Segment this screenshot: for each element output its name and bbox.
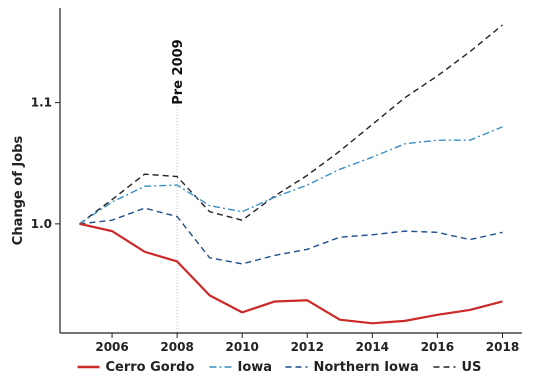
legend-label: Iowa: [238, 360, 273, 375]
annotation-label: Pre 2009: [171, 39, 186, 104]
x-tick-label: 2014: [356, 340, 389, 354]
x-tick-label: 2010: [225, 340, 258, 354]
y-tick-label: 1.1: [31, 96, 52, 110]
legend: Cerro Gordo Iowa Northern Iowa US: [77, 360, 482, 375]
legend-label: US: [462, 360, 482, 375]
legend-label: Cerro Gordo: [106, 360, 195, 375]
x-tick-label: 2018: [486, 340, 519, 354]
y-tick-label: 1.0: [31, 217, 52, 231]
series-line-northern-iowa: [79, 207, 503, 265]
x-tick-label: 2008: [160, 340, 193, 354]
series-line-cerro-gordo: [79, 222, 503, 325]
series-line-iowa: [79, 126, 503, 225]
legend-label: Northern Iowa: [314, 360, 419, 375]
y-axis-label: Change of Jobs: [11, 136, 26, 246]
x-tick-label: 2012: [291, 340, 324, 354]
series-line-us: [79, 24, 503, 225]
x-tick-label: 2016: [421, 340, 454, 354]
x-tick-label: 2006: [95, 340, 128, 354]
